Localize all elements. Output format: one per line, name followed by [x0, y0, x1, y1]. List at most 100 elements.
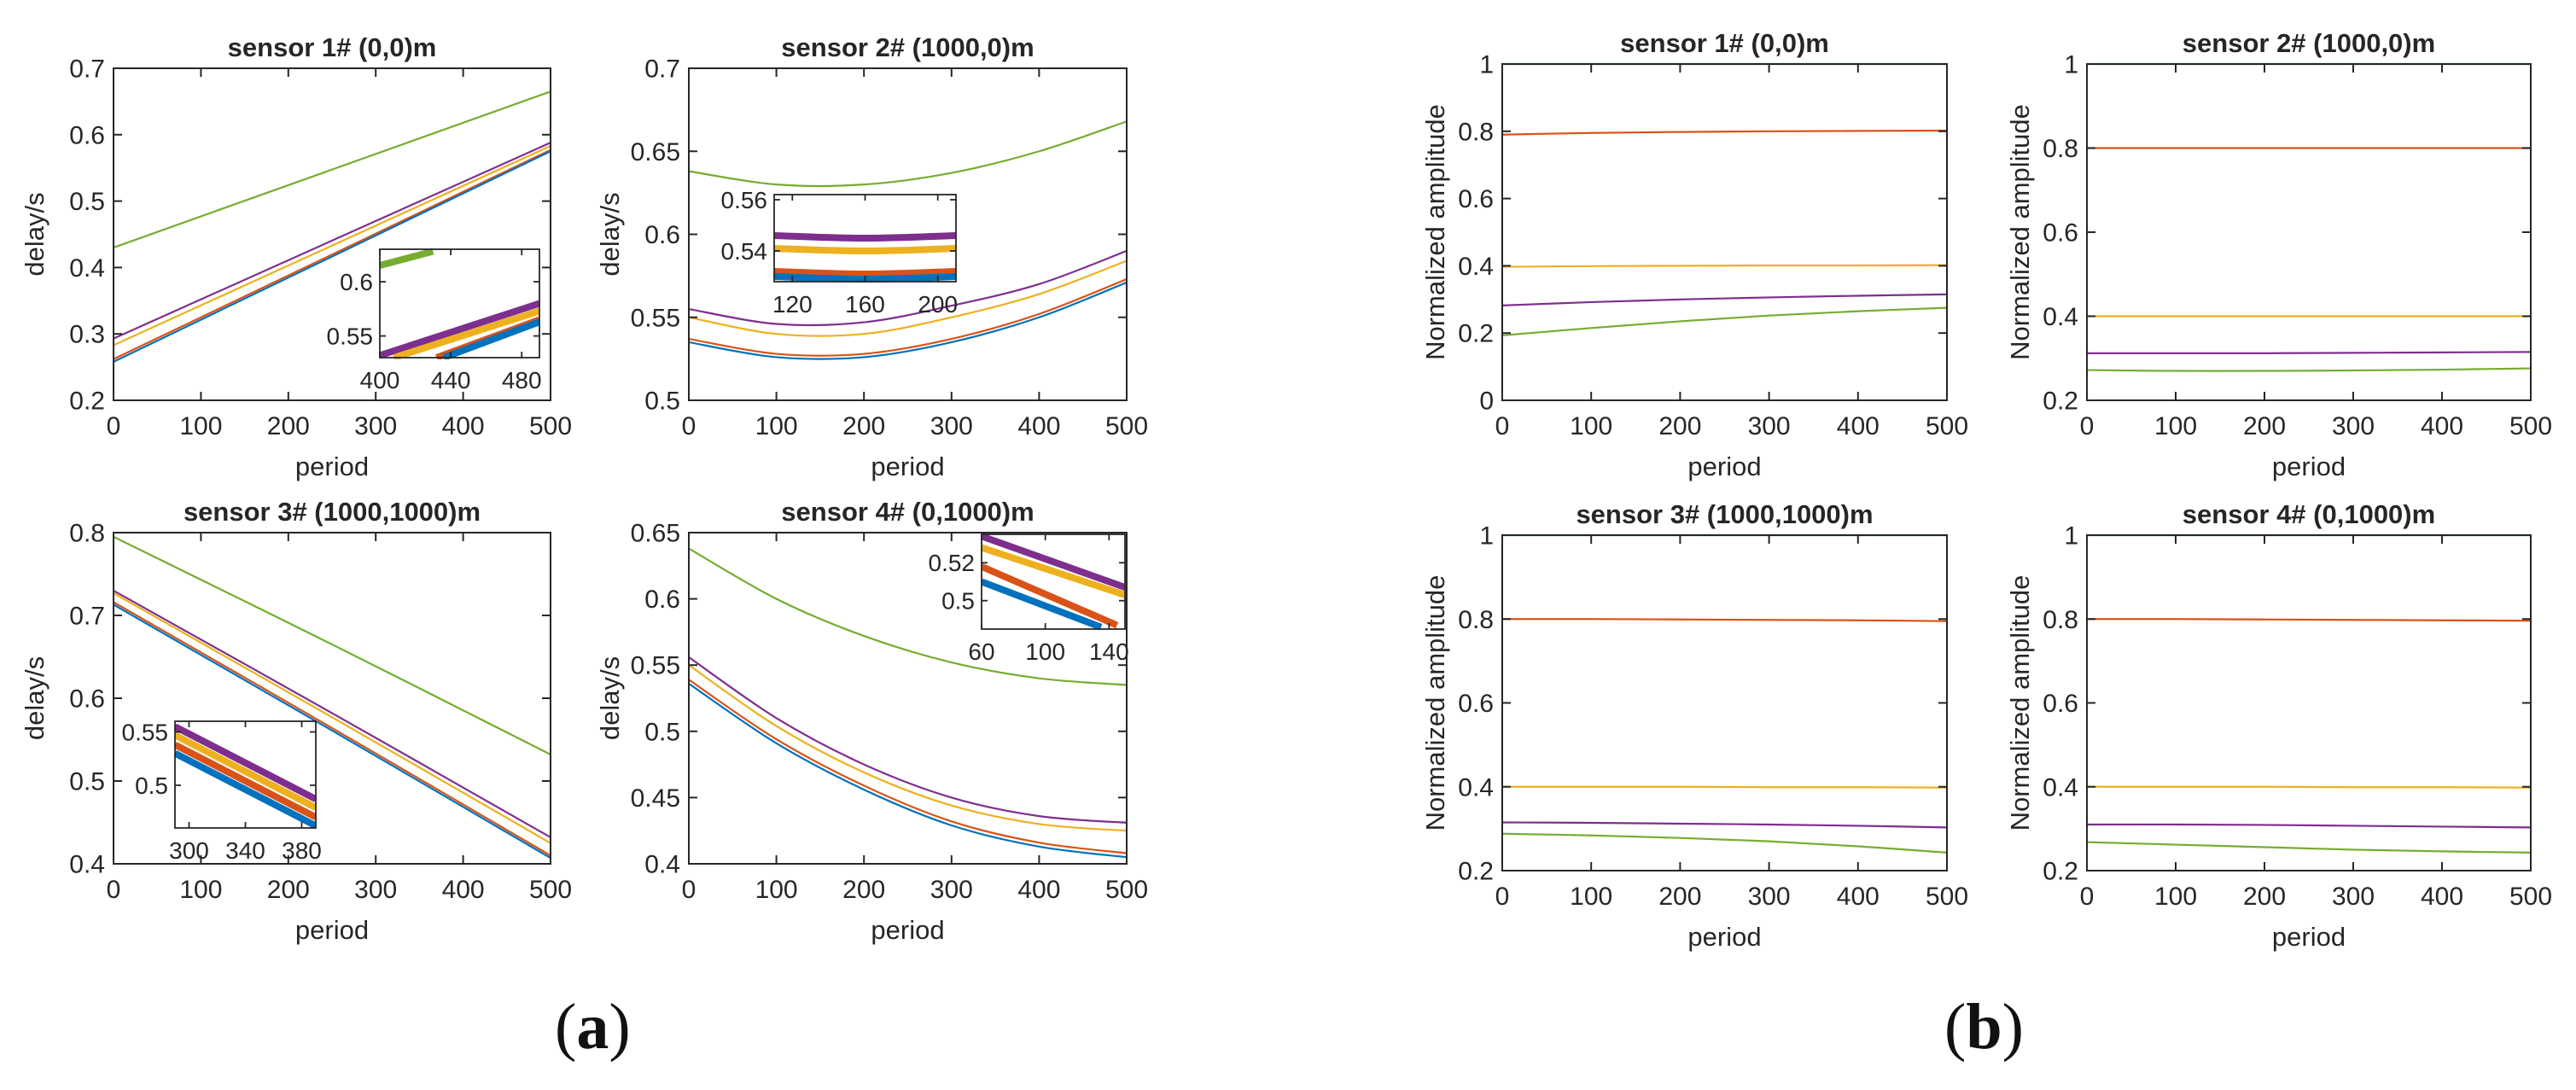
inset-series-group [380, 248, 539, 359]
plot-area [1502, 64, 1947, 400]
y-tick-label: 0.4 [69, 851, 105, 879]
y-tick-label: 0.4 [1458, 253, 1494, 281]
series-line-yellow [114, 145, 551, 347]
inset-series-line-0 [380, 248, 434, 269]
series-line-orange [114, 149, 551, 360]
series-line-purple [1502, 821, 1947, 829]
x-tick-label: 200 [267, 876, 310, 904]
x-tick-label: 100 [2154, 412, 2197, 440]
label-b-close-paren: ) [2002, 991, 2024, 1063]
y-tick-label: 0.8 [1458, 118, 1494, 146]
series-line-blue [114, 150, 551, 363]
inset-axes-frame [981, 533, 1126, 630]
x-tick-label: 200 [1658, 412, 1701, 440]
x-tick-label: 400 [1017, 876, 1060, 904]
inset-x-tick-label: 380 [282, 837, 322, 864]
inset-series-group [982, 533, 1125, 631]
chart-panel-6: 0 100 200 300 400 500 0.2 0.4 0.6 0.8 1 sensor 2# (… [2005, 28, 2552, 481]
x-tick-label: 0 [2080, 412, 2095, 440]
series-line-blue [689, 683, 1127, 859]
series-line-yellow [114, 592, 551, 844]
x-tick-label: 100 [179, 876, 222, 904]
y-tick-label: 0.4 [2043, 773, 2078, 801]
chart-title: sensor 2# (1000,0)m [2183, 28, 2435, 58]
chart-title: sensor 1# (0,0)m [228, 32, 437, 62]
series-line-yellow [1502, 785, 1947, 789]
x-tick-label: 300 [930, 876, 973, 904]
x-tick-label: 400 [2421, 883, 2463, 911]
inset-series-line-2 [982, 563, 1119, 629]
series-line-purple [2087, 351, 2531, 354]
inset-plot-area [380, 249, 539, 358]
series-line-purple [114, 142, 551, 340]
y-tick-label: 0.6 [2043, 690, 2078, 718]
series-line-green [114, 90, 551, 249]
inset-x-tick-label: 340 [225, 837, 265, 864]
label-b-open-paren: ( [1944, 991, 1967, 1063]
series-line-blue [114, 603, 551, 860]
inset-plot: 60 100 140 0.5 0.52 [929, 533, 1129, 665]
x-axis-label: period [871, 915, 944, 945]
chart-title: sensor 3# (1000,1000)m [1576, 499, 1873, 529]
series-line-purple [689, 249, 1127, 327]
label-a-open-paren: ( [555, 991, 577, 1063]
y-tick-label: 1 [1479, 522, 1494, 551]
y-tick-label: 0.6 [644, 221, 680, 249]
x-tick-label: 500 [2509, 412, 2552, 440]
series-group [689, 120, 1127, 360]
y-axis-label: delay/s [595, 192, 625, 276]
x-tick-label: 200 [1658, 883, 1701, 911]
inset-series-line-0 [175, 723, 316, 802]
label-a-close-paren: ) [609, 991, 631, 1063]
inset-y-tick-label: 0.55 [327, 323, 374, 349]
y-axis-label: delay/s [20, 192, 50, 276]
x-tick-label: 500 [529, 412, 572, 440]
series-line-purple [689, 656, 1127, 824]
x-tick-label: 0 [2080, 883, 2095, 911]
label-b-letter: b [1966, 991, 2002, 1063]
x-tick-label: 0 [682, 412, 696, 440]
series-line-yellow [1502, 264, 1947, 268]
x-tick-label: 400 [442, 876, 485, 904]
x-tick-label: 300 [1748, 412, 1791, 440]
series-line-yellow [689, 259, 1127, 337]
x-tick-label: 500 [1105, 876, 1148, 904]
chart-panel-8: 0 100 200 300 400 500 0.2 0.4 0.6 0.8 1 sensor 4# (… [2005, 499, 2552, 952]
x-tick-label: 300 [930, 412, 973, 440]
y-axis-label: Normalized amplitude [2005, 104, 2035, 360]
y-tick-label: 0.3 [69, 321, 105, 349]
inset-x-tick-label: 480 [502, 367, 542, 393]
x-tick-label: 0 [682, 876, 696, 904]
inset-series-line-0 [774, 232, 956, 242]
axes-frame [688, 532, 1128, 865]
inset-y-tick-label: 0.52 [929, 550, 976, 576]
x-tick-label: 100 [1570, 412, 1612, 440]
y-tick-label: 0.7 [644, 55, 680, 84]
x-tick-label: 500 [2509, 883, 2552, 911]
inset-x-tick-label: 300 [169, 837, 209, 864]
inset-y-tick-label: 0.55 [122, 719, 169, 745]
x-tick-label: 0 [1495, 883, 1510, 911]
inset-x-tick-label: 140 [1089, 638, 1129, 665]
chart-panel-5: 0 100 200 300 400 500 0 0.2 0.4 0.6 0.8 1 sensor 1# … [1420, 28, 1968, 481]
x-tick-label: 200 [2243, 883, 2286, 911]
x-tick-label: 300 [354, 412, 397, 440]
chart-title: sensor 4# (0,1000)m [2183, 499, 2435, 529]
y-tick-label: 0.4 [69, 254, 105, 283]
y-tick-label: 0.5 [69, 768, 105, 796]
inset-series-line-2 [774, 268, 956, 278]
axes-frame [113, 67, 551, 401]
x-tick-label: 300 [1748, 883, 1791, 911]
x-tick-label: 100 [755, 412, 798, 440]
x-tick-label: 400 [1837, 412, 1880, 440]
x-tick-label: 0 [1495, 412, 1510, 440]
y-tick-label: 0.8 [1458, 606, 1494, 634]
inset-series-group [175, 723, 316, 830]
series-line-orange [689, 679, 1127, 854]
series-line-blue [689, 281, 1127, 360]
inset-series-line-1 [380, 300, 539, 359]
y-tick-label: 0.2 [69, 388, 105, 416]
y-axis-label: Normalized amplitude [2005, 575, 2035, 831]
y-tick-label: 0.2 [2043, 858, 2078, 886]
x-tick-label: 200 [267, 412, 310, 440]
